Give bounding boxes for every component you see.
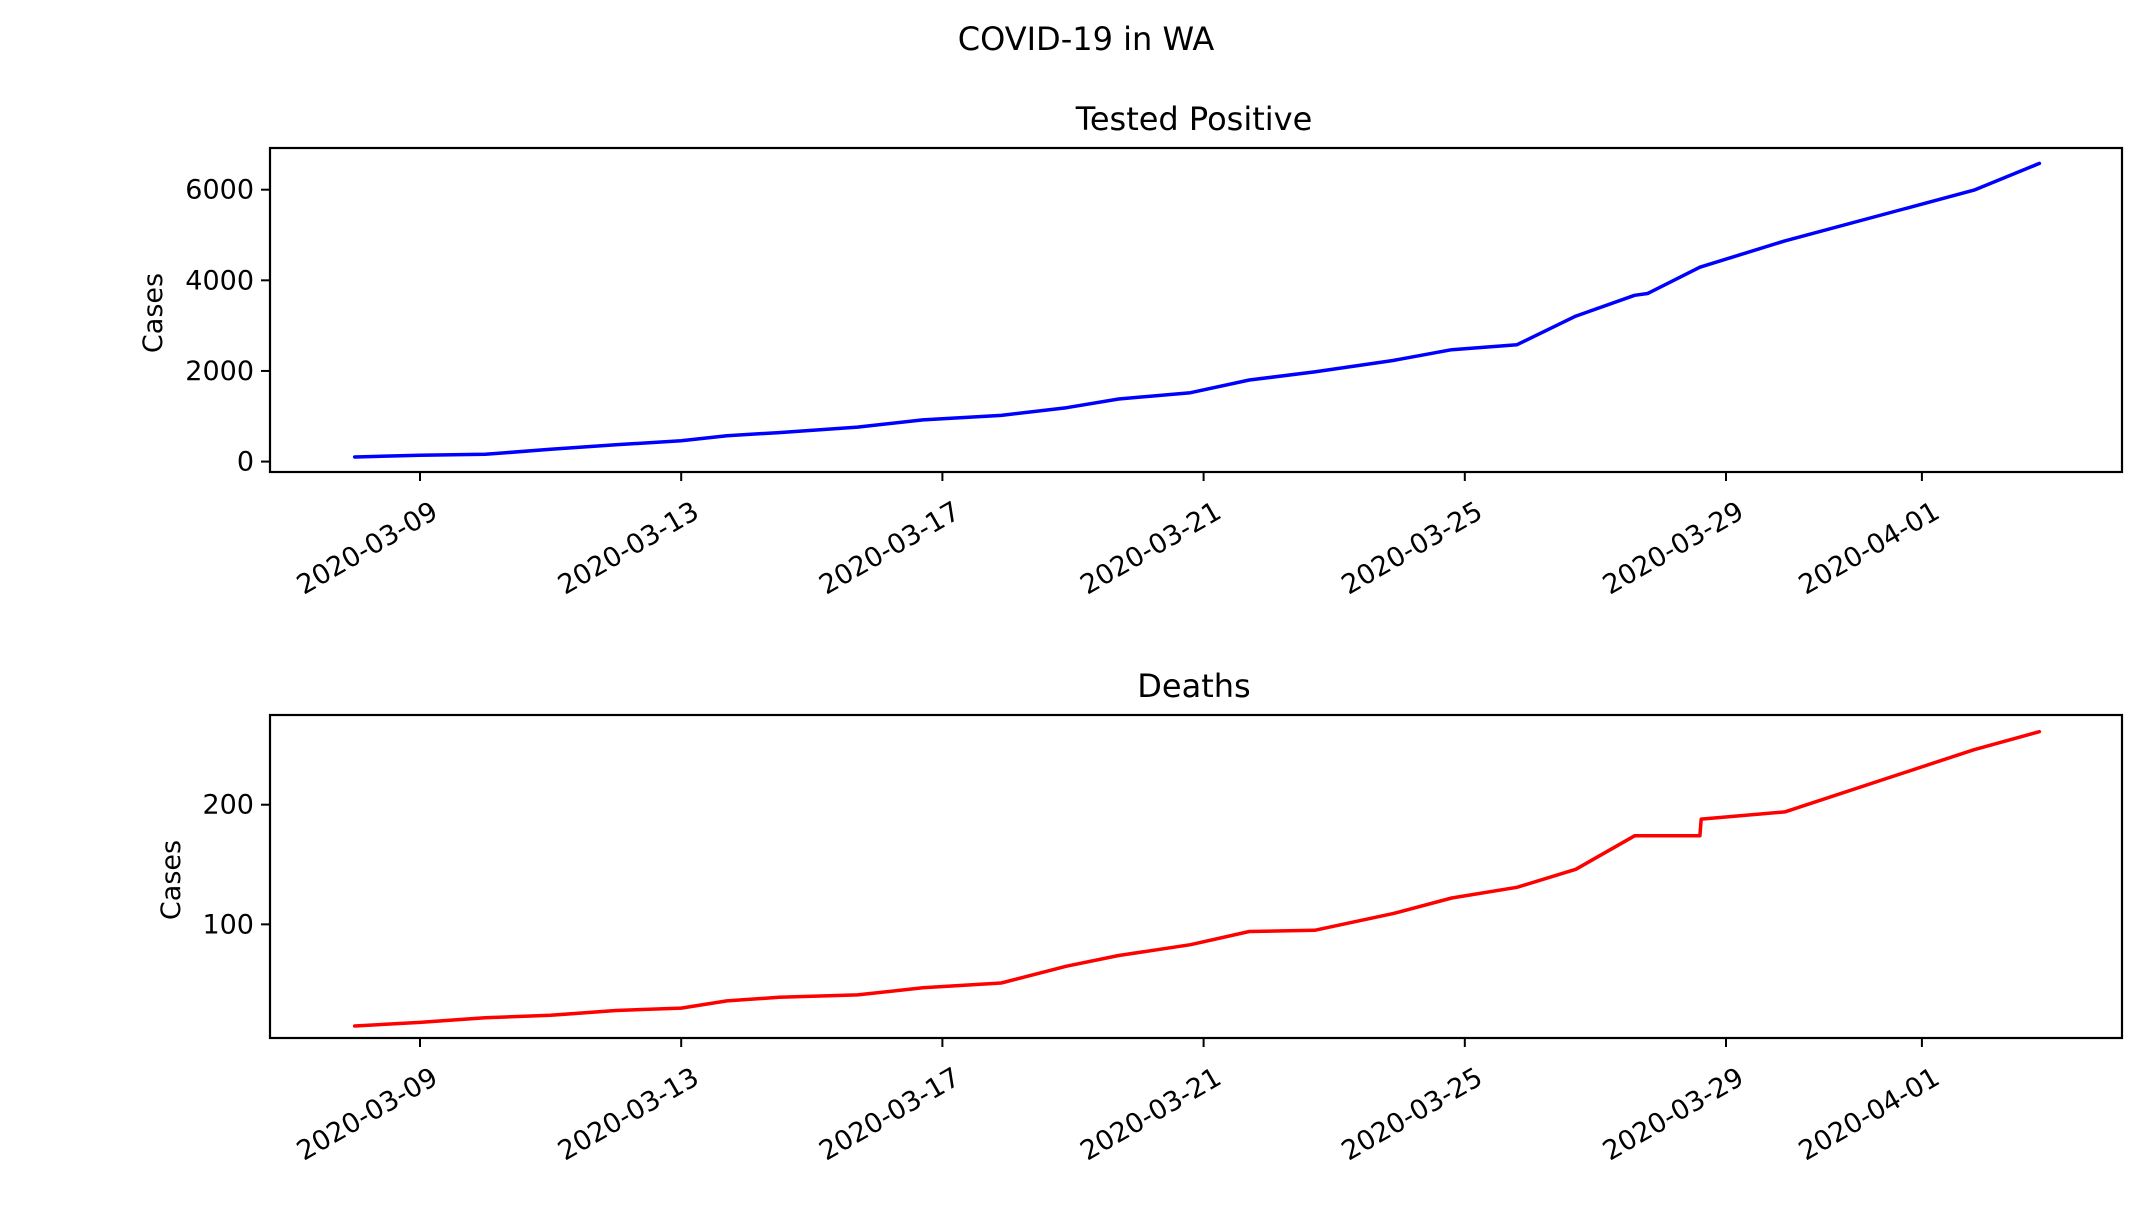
y-tick-label: 0 [237, 447, 254, 478]
plot-area: 0 2000 4000 6000 2020-03-09 2020-03-13 2020-03… [185, 146, 2124, 601]
x-tick-label: 2020-03-09 [292, 1062, 443, 1167]
x-tick-label: 2020-03-29 [1598, 1062, 1749, 1167]
y-tick-label: 200 [202, 790, 254, 821]
figure-suptitle: COVID-19 in WA [958, 20, 1215, 58]
axes-frame [268, 146, 2124, 474]
x-tick-label: 2020-03-17 [814, 496, 965, 601]
y-axis-label: Cases [138, 273, 169, 353]
x-tick-label: 2020-03-17 [814, 1062, 965, 1167]
chart-title: Deaths [1137, 667, 1250, 705]
x-tick-label: 2020-03-29 [1598, 496, 1749, 601]
x-tick-label: 2020-03-25 [1337, 1062, 1488, 1167]
x-tick-label: 2020-03-21 [1075, 496, 1226, 601]
chart-title: Tested Positive [1075, 100, 1313, 138]
axes-frame [268, 713, 2124, 1040]
x-tick-label: 2020-04-01 [1794, 496, 1945, 601]
chart-deaths: Deaths Cases 100 200 2020-03-09 2020-03-13 2… [156, 667, 2124, 1167]
x-tick-label: 2020-04-01 [1794, 1062, 1945, 1167]
y-tick-label: 100 [202, 909, 254, 940]
y-tick-label: 6000 [185, 175, 254, 206]
x-tick-label: 2020-03-13 [553, 1062, 704, 1167]
y-tick-label: 4000 [185, 265, 254, 296]
x-tick-label: 2020-03-13 [553, 496, 704, 601]
series-line [352, 729, 2042, 1028]
y-tick-label: 2000 [185, 356, 254, 387]
x-tick-label: 2020-03-09 [292, 496, 443, 601]
y-axis-label: Cases [156, 840, 187, 920]
x-tick-label: 2020-03-21 [1075, 1062, 1226, 1167]
x-tick-label: 2020-03-25 [1337, 496, 1488, 601]
chart-tested-positive: Tested Positive Cases 0 2000 4000 6000 2020-… [138, 100, 2124, 601]
series-line [352, 161, 2042, 459]
plot-area: 100 200 2020-03-09 2020-03-13 2020-03-17 2020… [202, 713, 2124, 1167]
